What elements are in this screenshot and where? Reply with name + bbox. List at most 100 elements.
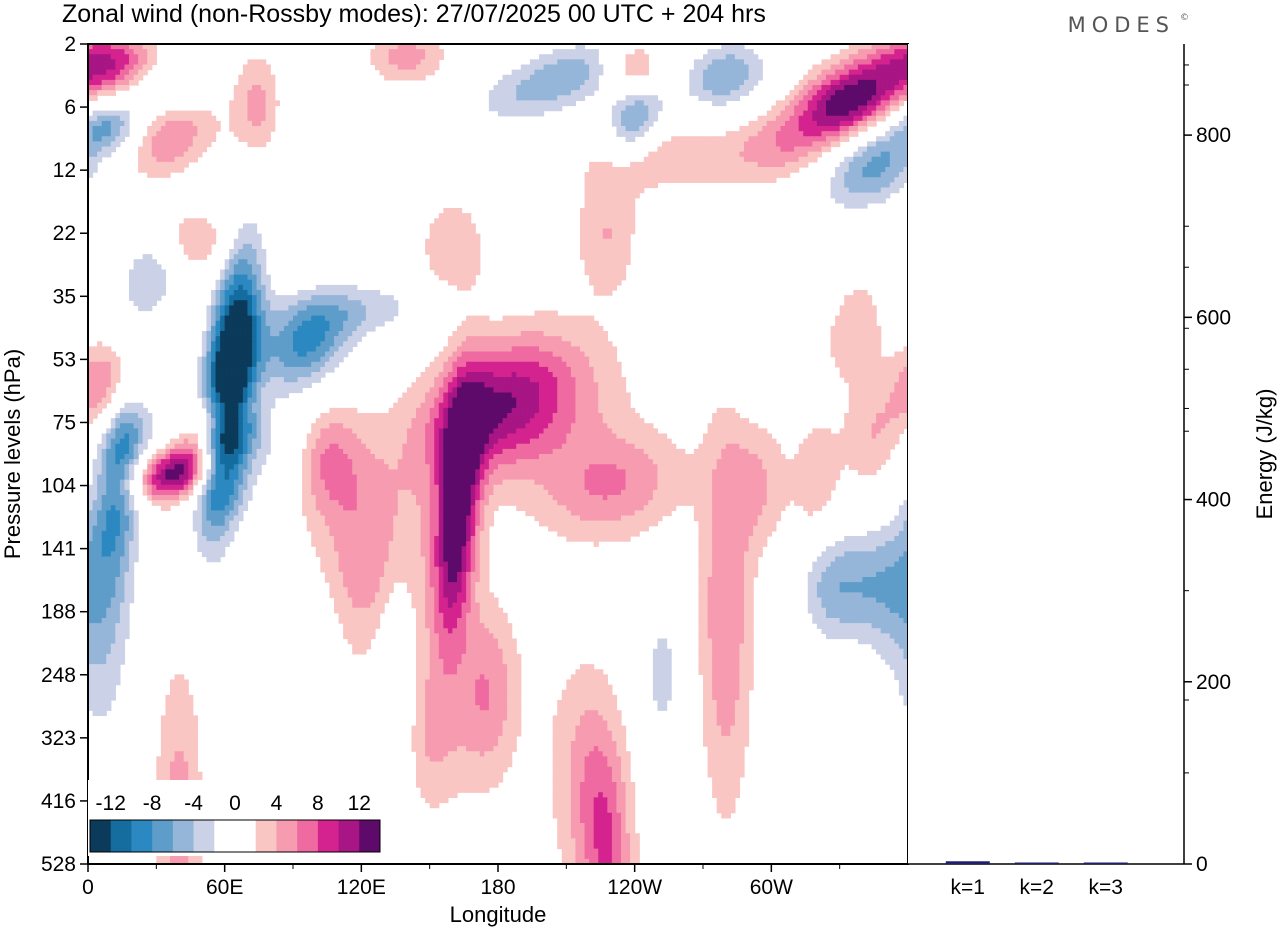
contour-cell [256, 407, 262, 414]
contour-cell [857, 110, 864, 117]
contour-cell [516, 85, 522, 91]
contour-cell [88, 366, 94, 373]
contour-cell [889, 85, 895, 91]
contour-cell [616, 100, 622, 107]
contour-cell [261, 259, 267, 265]
contour-cell [265, 110, 271, 117]
contour-cell [598, 325, 604, 332]
contour-cell [903, 49, 909, 55]
contour-cell [188, 151, 194, 158]
contour-cell [712, 79, 718, 86]
contour-cell [265, 387, 271, 394]
contour-cell [507, 320, 513, 327]
contour-cell [584, 264, 590, 271]
contour-cell [716, 418, 722, 424]
contour-cell [561, 74, 567, 81]
contour-cell [880, 187, 886, 194]
contour-cell [598, 284, 604, 291]
contour-cell [534, 413, 540, 419]
contour-cell [329, 341, 335, 347]
contour-cell [584, 259, 590, 265]
contour-cell [725, 69, 731, 76]
contour-cell [129, 284, 135, 291]
contour-cell [589, 397, 595, 404]
contour-cell [867, 146, 873, 153]
contour-cell [197, 223, 203, 230]
contour-cell [857, 182, 864, 189]
contour-cell [256, 259, 262, 265]
contour-cell [352, 428, 358, 435]
contour-cell [630, 407, 636, 414]
contour-cell [684, 167, 690, 173]
contour-cell [252, 136, 258, 142]
contour-cell [589, 392, 595, 399]
contour-cell [375, 64, 381, 71]
contour-cell [329, 346, 335, 353]
contour-cell [429, 228, 435, 235]
contour-cell [416, 377, 422, 383]
contour-cell [876, 115, 882, 122]
contour-cell [826, 69, 832, 76]
contour-cell [402, 64, 408, 71]
contour-cell [602, 361, 608, 368]
contour-cell [857, 356, 864, 363]
contour-cell [247, 356, 253, 363]
contour-cell [443, 208, 449, 214]
contour-cell [857, 74, 864, 81]
contour-cell [602, 387, 608, 394]
contour-cell [457, 269, 463, 276]
contour-cell [229, 387, 235, 394]
contour-cell [698, 74, 704, 81]
contour-cell [242, 305, 249, 312]
contour-cell [297, 356, 303, 363]
contour-cell [757, 146, 763, 153]
contour-cell [233, 105, 239, 112]
contour-cell [548, 356, 554, 363]
contour-cell [889, 372, 895, 378]
contour-cell [402, 49, 408, 55]
contour-cell [138, 59, 144, 66]
contour-cell [220, 413, 226, 419]
contour-cell [188, 136, 194, 142]
contour-cell [880, 392, 886, 399]
contour-cell [233, 131, 239, 137]
contour-cell [580, 423, 586, 429]
contour-cell [898, 54, 905, 60]
contour-cell [420, 392, 426, 399]
contour-cell [561, 382, 567, 388]
contour-cell [844, 54, 850, 60]
contour-cell [739, 79, 745, 86]
contour-cell [242, 279, 249, 286]
contour-cell [789, 120, 795, 127]
contour-cell [625, 259, 631, 265]
contour-cell [570, 372, 577, 378]
contour-cell [434, 54, 440, 60]
contour-cell [265, 300, 271, 306]
contour-cell [721, 413, 727, 419]
contour-cell [375, 320, 381, 327]
contour-cell [338, 428, 344, 435]
contour-cell [739, 69, 745, 76]
contour-cell [775, 100, 782, 107]
contour-cell [265, 392, 271, 399]
contour-cell [625, 126, 631, 132]
contour-cell [880, 356, 886, 363]
contour-cell [862, 64, 868, 71]
contour-cell [188, 115, 194, 122]
contour-cell [853, 366, 859, 373]
contour-cell [416, 423, 422, 429]
contour-cell [734, 59, 741, 66]
contour-cell [142, 279, 148, 286]
contour-cell [229, 341, 235, 347]
contour-cell [580, 341, 586, 347]
contour-cell [602, 269, 608, 276]
contour-cell [493, 105, 499, 112]
contour-cell [92, 115, 98, 122]
contour-cell [470, 228, 476, 235]
contour-cell [261, 372, 267, 378]
contour-cell [129, 44, 135, 50]
contour-cell [379, 320, 385, 327]
contour-cell [566, 315, 572, 322]
contour-cell [639, 131, 645, 137]
contour-cell [753, 131, 759, 137]
